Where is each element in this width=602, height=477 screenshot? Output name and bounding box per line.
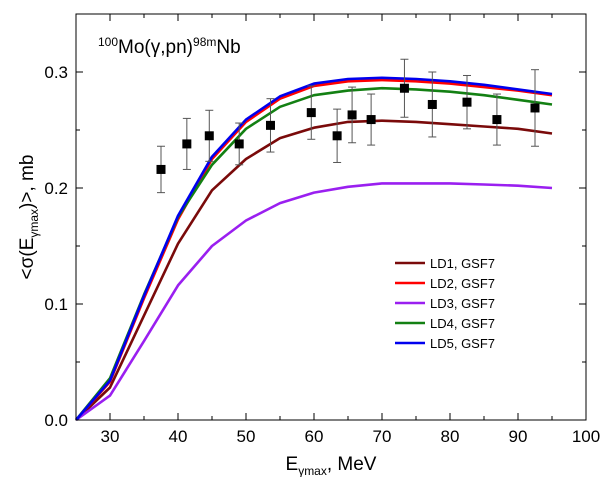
title-product-mass: 98m [193,35,216,49]
data-marker [306,108,316,118]
x-tick-label: 90 [509,427,528,446]
data-marker [204,131,214,141]
series-lines [74,76,553,422]
series-line-1 [75,119,553,421]
data-marker [530,103,540,113]
y-tick-label: 0.3 [44,63,68,82]
x-tick-label: 70 [373,427,392,446]
data-marker [492,115,502,125]
data-marker [332,131,342,141]
legend-item: LD3, GSF7 [395,296,495,311]
y-tick-label: 0.2 [44,179,68,198]
x-tick-label: 30 [101,427,120,446]
data-marker [234,139,244,149]
y-tick-label: 0.0 [44,411,68,430]
data-point [182,117,192,170]
legend-label: LD4, GSF7 [430,316,495,331]
data-point [366,93,376,146]
y-axis-label-suffix: )>, mb [17,155,38,209]
title-target: Mo( [118,37,151,58]
series-line-4 [74,86,553,421]
x-tick-label: 80 [441,427,460,446]
data-marker [347,110,357,120]
x-axis-label-sub: γmax [298,464,327,477]
data-marker [399,83,409,93]
data-marker [427,99,437,109]
legend-label: LD5, GSF7 [430,336,495,351]
x-tick-label: 40 [169,427,188,446]
data-point [492,93,502,146]
data-point [156,145,166,194]
series-line-3 [75,182,553,422]
data-marker [182,139,192,149]
data-point [427,71,437,138]
legend-item: LD2, GSF7 [395,276,495,291]
legend-item: LD5, GSF7 [395,336,495,351]
data-point [306,85,316,140]
y-tick-label: 0.1 [44,295,68,314]
data-point [530,69,540,147]
legend-item: LD1, GSF7 [395,256,495,271]
x-axis-label-main: E [286,454,299,475]
data-point [332,108,342,163]
tick-labels: 30 40 50 60 70 80 90 100 0.0 0.1 0.2 0.3 [44,63,600,446]
y-axis-label-prefix: <σ(E [17,238,38,280]
data-point [462,74,472,130]
legend-item: LD4, GSF7 [395,316,495,331]
data-marker [462,97,472,107]
data-point [399,58,409,118]
data-point [265,98,275,153]
x-tick-label: 60 [305,427,324,446]
legend-label: LD1, GSF7 [430,256,495,271]
series-line-2 [75,78,553,421]
axis-ticks [75,14,587,421]
data-point [347,86,357,144]
data-marker [265,120,275,130]
title-mass-number: 100 [98,35,118,49]
x-axis-label-rest: , MeV [327,454,377,475]
chart-title: 100Mo(γ,pn)98mNb [98,35,241,58]
data-marker [156,164,166,174]
experimental-points [156,58,540,194]
y-axis-label: <σ(Eγmax)>, mb [17,155,41,280]
y-axis-label-sub: γmax [27,209,41,238]
data-point [204,109,214,162]
series-line-5 [75,76,553,421]
legend: LD1, GSF7 LD2, GSF7 LD3, GSF7 LD4, GSF7 LD5,… [395,256,495,351]
legend-label: LD3, GSF7 [430,296,495,311]
title-particle: γ [151,37,161,58]
title-reaction: ,pn) [160,37,193,58]
x-tick-label: 50 [237,427,256,446]
data-point [234,122,244,166]
title-product: Nb [216,37,240,58]
x-axis-label: Eγmax, MeV [286,454,377,477]
x-tick-label: 100 [572,427,600,446]
data-marker [366,115,376,125]
legend-label: LD2, GSF7 [430,276,495,291]
plot-frame [75,13,587,421]
